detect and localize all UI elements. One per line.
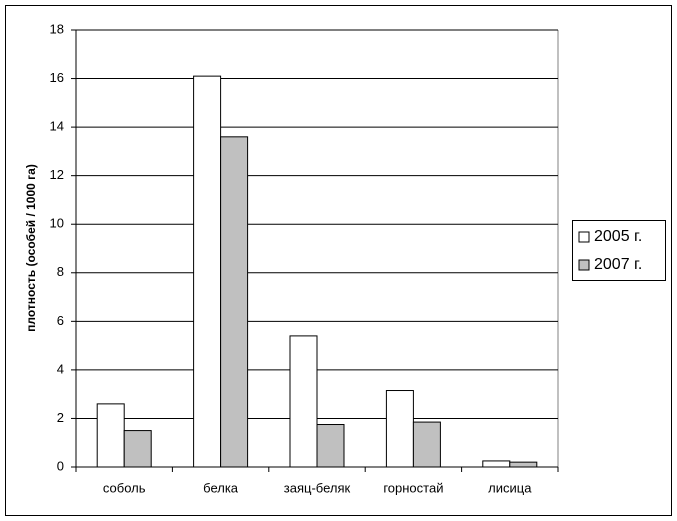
legend-swatch <box>578 259 590 271</box>
y-tick-label: 6 <box>57 313 64 328</box>
y-tick-label: 8 <box>57 264 64 279</box>
x-tick-label: белка <box>203 480 239 495</box>
y-tick-label: 2 <box>57 410 64 425</box>
y-tick-label: 16 <box>50 70 64 85</box>
bar <box>509 461 538 468</box>
legend-swatch <box>578 231 590 243</box>
y-tick-label: 10 <box>50 216 64 231</box>
y-tick-label: 14 <box>50 119 64 134</box>
x-tick-label: соболь <box>103 480 146 495</box>
bar <box>316 424 345 468</box>
legend-box <box>572 220 666 281</box>
bar <box>385 390 414 468</box>
bar <box>482 460 511 468</box>
y-tick-label: 12 <box>50 167 64 182</box>
bar <box>96 403 125 468</box>
legend-label: 2005 г. <box>594 228 642 245</box>
bar <box>289 335 318 468</box>
legend-label: 2007 г. <box>594 256 642 273</box>
bar <box>123 430 152 468</box>
x-tick-label: заяц-беляк <box>284 480 351 495</box>
x-tick-label: лисица <box>488 480 532 495</box>
bar <box>220 136 249 468</box>
x-tick-label: горностай <box>383 480 443 495</box>
y-axis-label: плотность (особей / 1000 га) <box>24 164 38 332</box>
y-tick-label: 18 <box>50 21 64 36</box>
bar <box>193 75 222 468</box>
y-tick-label: 4 <box>57 361 64 376</box>
y-tick-label: 0 <box>57 458 64 473</box>
bar <box>412 421 441 468</box>
